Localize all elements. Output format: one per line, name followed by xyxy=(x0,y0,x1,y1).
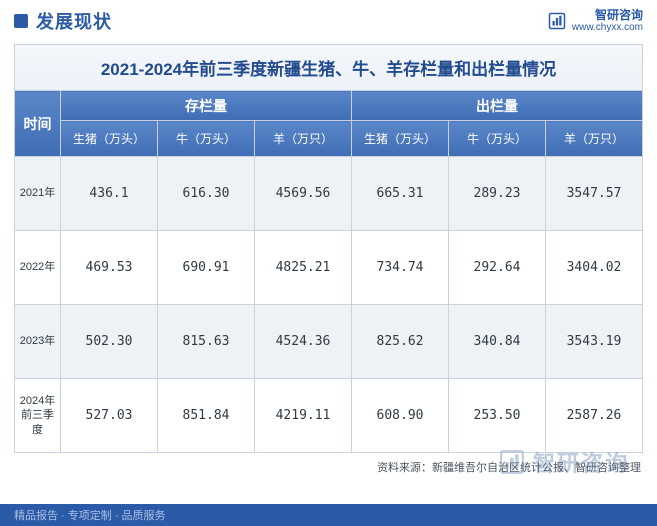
table-row: 2024年前三季度527.03851.844219.11608.90253.50… xyxy=(15,379,643,453)
value-cell: 4825.21 xyxy=(255,231,352,305)
col-group-stock: 存栏量 xyxy=(61,91,352,121)
value-cell: 502.30 xyxy=(61,305,158,379)
value-cell: 616.30 xyxy=(158,157,255,231)
col-out-pig: 生猪（万头） xyxy=(352,121,449,157)
data-source: 资料来源：新疆维吾尔自治区统计公报、智研咨询整理 xyxy=(0,453,657,477)
table-row: 2021年436.1616.304569.56665.31289.233547.… xyxy=(15,157,643,231)
col-out-cattle: 牛（万头） xyxy=(449,121,546,157)
value-cell: 4524.36 xyxy=(255,305,352,379)
value-cell: 4219.11 xyxy=(255,379,352,453)
value-cell: 292.64 xyxy=(449,231,546,305)
table-body: 2021年436.1616.304569.56665.31289.233547.… xyxy=(15,157,643,453)
value-cell: 4569.56 xyxy=(255,157,352,231)
col-stock-cattle: 牛（万头） xyxy=(158,121,255,157)
time-cell: 2021年 xyxy=(15,157,61,231)
value-cell: 469.53 xyxy=(61,231,158,305)
brand-url: www.chyxx.com xyxy=(572,22,643,33)
data-table: 时间 存栏量 出栏量 生猪（万头） 牛（万头） 羊（万只） 生猪（万头） 牛（万… xyxy=(14,90,643,453)
value-cell: 825.62 xyxy=(352,305,449,379)
value-cell: 665.31 xyxy=(352,157,449,231)
footer-text: 精品报告 · 专项定制 · 品质服务 xyxy=(14,507,166,523)
footer-bar: 精品报告 · 专项定制 · 品质服务 xyxy=(0,504,657,526)
page-title: 发展现状 xyxy=(36,8,112,34)
table-row: 2022年469.53690.914825.21734.74292.643404… xyxy=(15,231,643,305)
time-cell: 2023年 xyxy=(15,305,61,379)
value-cell: 690.91 xyxy=(158,231,255,305)
value-cell: 851.84 xyxy=(158,379,255,453)
value-cell: 527.03 xyxy=(61,379,158,453)
value-cell: 2587.26 xyxy=(546,379,643,453)
value-cell: 3543.19 xyxy=(546,305,643,379)
value-cell: 289.23 xyxy=(449,157,546,231)
header-square-icon xyxy=(14,14,28,28)
col-stock-pig: 生猪（万头） xyxy=(61,121,158,157)
header-bar: 发展现状 智研咨询 www.chyxx.com xyxy=(0,0,657,40)
header-left: 发展现状 xyxy=(14,8,112,34)
table-title: 2021-2024年前三季度新疆生猪、牛、羊存栏量和出栏量情况 xyxy=(14,44,643,90)
value-cell: 3404.02 xyxy=(546,231,643,305)
value-cell: 608.90 xyxy=(352,379,449,453)
table-container: 2021-2024年前三季度新疆生猪、牛、羊存栏量和出栏量情况 时间 存栏量 出… xyxy=(0,40,657,453)
col-time: 时间 xyxy=(15,91,61,157)
value-cell: 436.1 xyxy=(61,157,158,231)
col-out-sheep: 羊（万只） xyxy=(546,121,643,157)
value-cell: 3547.57 xyxy=(546,157,643,231)
time-cell: 2024年前三季度 xyxy=(15,379,61,453)
value-cell: 815.63 xyxy=(158,305,255,379)
col-stock-sheep: 羊（万只） xyxy=(255,121,352,157)
table-row: 2023年502.30815.634524.36825.62340.843543… xyxy=(15,305,643,379)
brand-block: 智研咨询 www.chyxx.com xyxy=(572,9,643,33)
header-right: 智研咨询 www.chyxx.com xyxy=(548,9,643,33)
value-cell: 253.50 xyxy=(449,379,546,453)
value-cell: 340.84 xyxy=(449,305,546,379)
value-cell: 734.74 xyxy=(352,231,449,305)
brand-logo-icon xyxy=(548,12,566,30)
col-group-output: 出栏量 xyxy=(352,91,643,121)
brand-name: 智研咨询 xyxy=(572,9,643,22)
time-cell: 2022年 xyxy=(15,231,61,305)
